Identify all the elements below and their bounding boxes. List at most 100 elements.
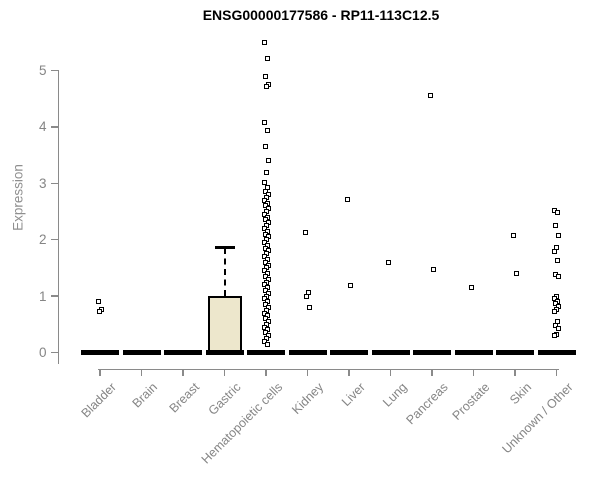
data-point [303,230,308,236]
data-point [262,273,268,279]
x-tick-label: Kidney [289,380,327,417]
y-tick-label: 2 [38,232,47,248]
data-point [261,254,267,260]
data-point [261,120,267,126]
data-point [262,203,268,209]
data-point [261,240,267,246]
data-point [262,259,268,265]
y-axis-tick [50,295,58,297]
data-point [556,232,561,238]
x-tick-label: Skin [506,380,534,408]
x-axis-tick [431,368,433,376]
data-point [263,83,269,89]
data-point [95,299,101,305]
data-point [347,283,353,289]
data-point [261,268,267,274]
y-tick-label: 0 [38,345,47,360]
data-point [262,245,268,251]
whisker [223,247,226,297]
x-axis-tick [182,368,184,376]
data-point [261,180,267,186]
x-axis-tick [555,368,558,376]
x-axis-tick [389,368,392,376]
x-axis-tick [99,368,101,376]
data-point [264,341,270,347]
data-point [304,293,309,299]
data-point [261,197,267,203]
data-point [264,128,270,134]
x-tick-label: Prostate [449,380,493,423]
box [207,296,242,353]
data-point [513,271,519,277]
data-point [262,231,268,237]
y-axis-tick [50,126,58,128]
data-point [262,287,268,293]
data-point [262,330,268,336]
data-point [552,309,557,315]
x-axis-tick [472,368,475,376]
data-point [96,308,102,314]
median-bar [330,350,368,355]
data-point [261,310,267,316]
data-point [265,158,271,164]
data-point [262,316,268,322]
data-point [261,211,267,217]
data-point [261,324,267,330]
y-axis-tick [50,69,58,72]
data-point [555,257,560,263]
median-bar [122,350,161,355]
data-point [262,217,268,223]
data-point [556,326,561,332]
median-bar [205,350,244,355]
x-axis-tick [348,368,350,376]
median-bar [81,350,119,355]
data-point [261,39,267,45]
data-point [427,92,433,98]
median-bar [371,350,410,355]
median-bar [164,350,202,355]
chart-title: ENSG00000177586 - RP11-113C12.5 [202,7,440,23]
x-tick-label: Bladder [78,380,119,421]
y-axis-tick [50,239,58,241]
y-tick-label: 3 [38,175,47,191]
data-point [307,304,312,310]
x-tick-label: Liver [338,380,368,410]
x-axis-tick [514,368,516,376]
median-bar [413,350,451,355]
data-point [263,170,269,176]
data-point [555,210,560,216]
y-axis-tick [50,182,58,184]
data-point [262,189,268,195]
data-point [261,282,267,288]
data-point [261,296,267,302]
x-tick-label: Pancreas [403,380,451,428]
data-point [430,267,436,273]
x-tick-label: Unknown / Other [499,380,576,457]
data-point [262,73,268,79]
data-point [261,338,267,344]
y-tick-label: 1 [38,288,47,304]
y-axis-line [57,70,59,364]
x-tick-label: Gastric [205,380,244,418]
median-bar [288,350,327,355]
data-point [553,301,558,307]
data-point [469,284,474,290]
data-point [261,225,267,231]
x-axis-tick [140,368,143,376]
data-point [510,232,516,238]
data-point [553,322,558,328]
x-axis-line [98,368,559,370]
data-point [556,273,561,279]
data-point [264,56,270,62]
data-point [262,302,268,308]
median-bar [454,350,493,355]
data-point [552,296,557,302]
x-axis-tick [223,368,226,376]
median-bar [247,350,285,355]
data-point [386,260,391,266]
data-point [553,222,558,228]
x-axis-tick [306,368,309,376]
x-tick-label: Breast [166,380,202,416]
x-tick-label: Lung [379,380,410,410]
